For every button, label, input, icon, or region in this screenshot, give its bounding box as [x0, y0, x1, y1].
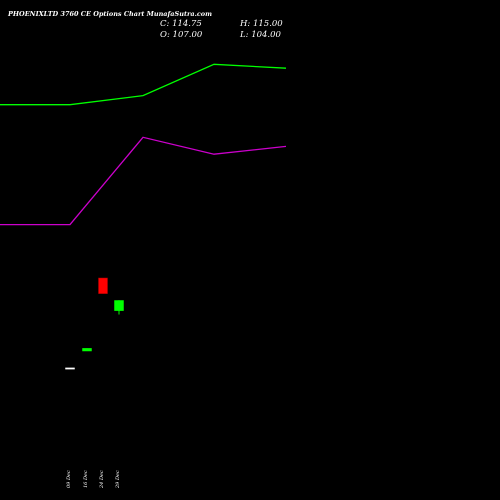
candle-body: [98, 277, 108, 294]
candle-09-dec: [65, 367, 75, 370]
candle-29-dec: [114, 300, 124, 315]
close-label: C: 114.75: [160, 19, 202, 29]
chart-title: PHOENIXLTD 3760 CE Options Chart MunafaS…: [7, 10, 212, 18]
candle-24-dec: [98, 277, 108, 294]
candles: [65, 277, 124, 370]
indicator-line-2: [0, 136, 287, 226]
candle-16-dec: [82, 348, 92, 352]
candle-body: [65, 367, 75, 370]
candle-body: [114, 300, 124, 311]
low-label: L: 104.00: [239, 30, 282, 40]
indicator-lines: [0, 63, 287, 226]
x-tick-label: 29 Dec: [115, 470, 121, 489]
candle-body: [82, 348, 92, 352]
indicator-line-1: [0, 63, 287, 106]
x-tick-labels: 09 Dec 16 Dec 24 Dec 29 Dec: [66, 470, 121, 489]
x-tick-label: 16 Dec: [83, 470, 89, 488]
x-tick-label: 09 Dec: [66, 470, 72, 488]
x-tick-label: 24 Dec: [99, 470, 105, 489]
high-label: H: 115.00: [239, 19, 283, 29]
open-label: O: 107.00: [160, 30, 203, 40]
